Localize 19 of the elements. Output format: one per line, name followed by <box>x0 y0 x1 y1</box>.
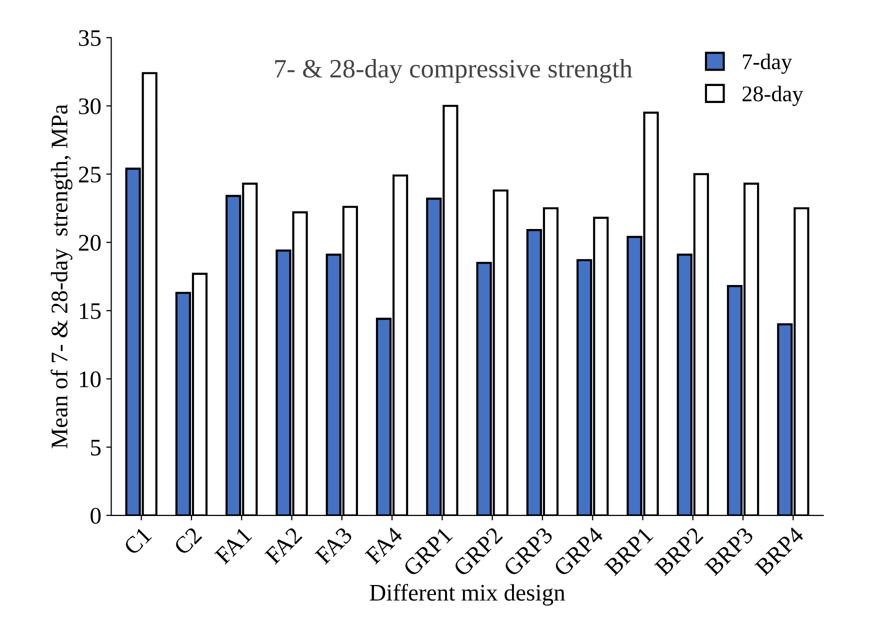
text: 7- & 28-day compressive strength <box>275 59 632 84</box>
legend-label: 7-day <box>743 54 792 74</box>
legend-label: 28-day <box>742 86 804 106</box>
x-tick-label: FA3 <box>314 526 353 565</box>
x-axis-title: Different mix design <box>370 584 566 606</box>
y-tick-label: 0 <box>90 508 101 524</box>
y-tick-label: 5 <box>91 440 101 456</box>
x-tick-label: FA4 <box>364 526 404 565</box>
x-tick-label: C1 <box>123 526 152 556</box>
y-tick-label: 20 <box>78 234 101 251</box>
y-tick-label: 35 <box>79 30 101 46</box>
y-axis-title: Mean of 7- & 28-day strength, MPa <box>50 104 72 448</box>
y-tick-label: 25 <box>78 166 101 183</box>
x-tick-label: FA2 <box>264 526 302 565</box>
y-tick-label: 10 <box>80 371 101 388</box>
y-tick-label: 30 <box>79 98 101 114</box>
y-tick-label: 15 <box>80 303 101 320</box>
x-tick-label: C2 <box>173 526 202 556</box>
x-tick-label: FA1 <box>214 526 252 565</box>
